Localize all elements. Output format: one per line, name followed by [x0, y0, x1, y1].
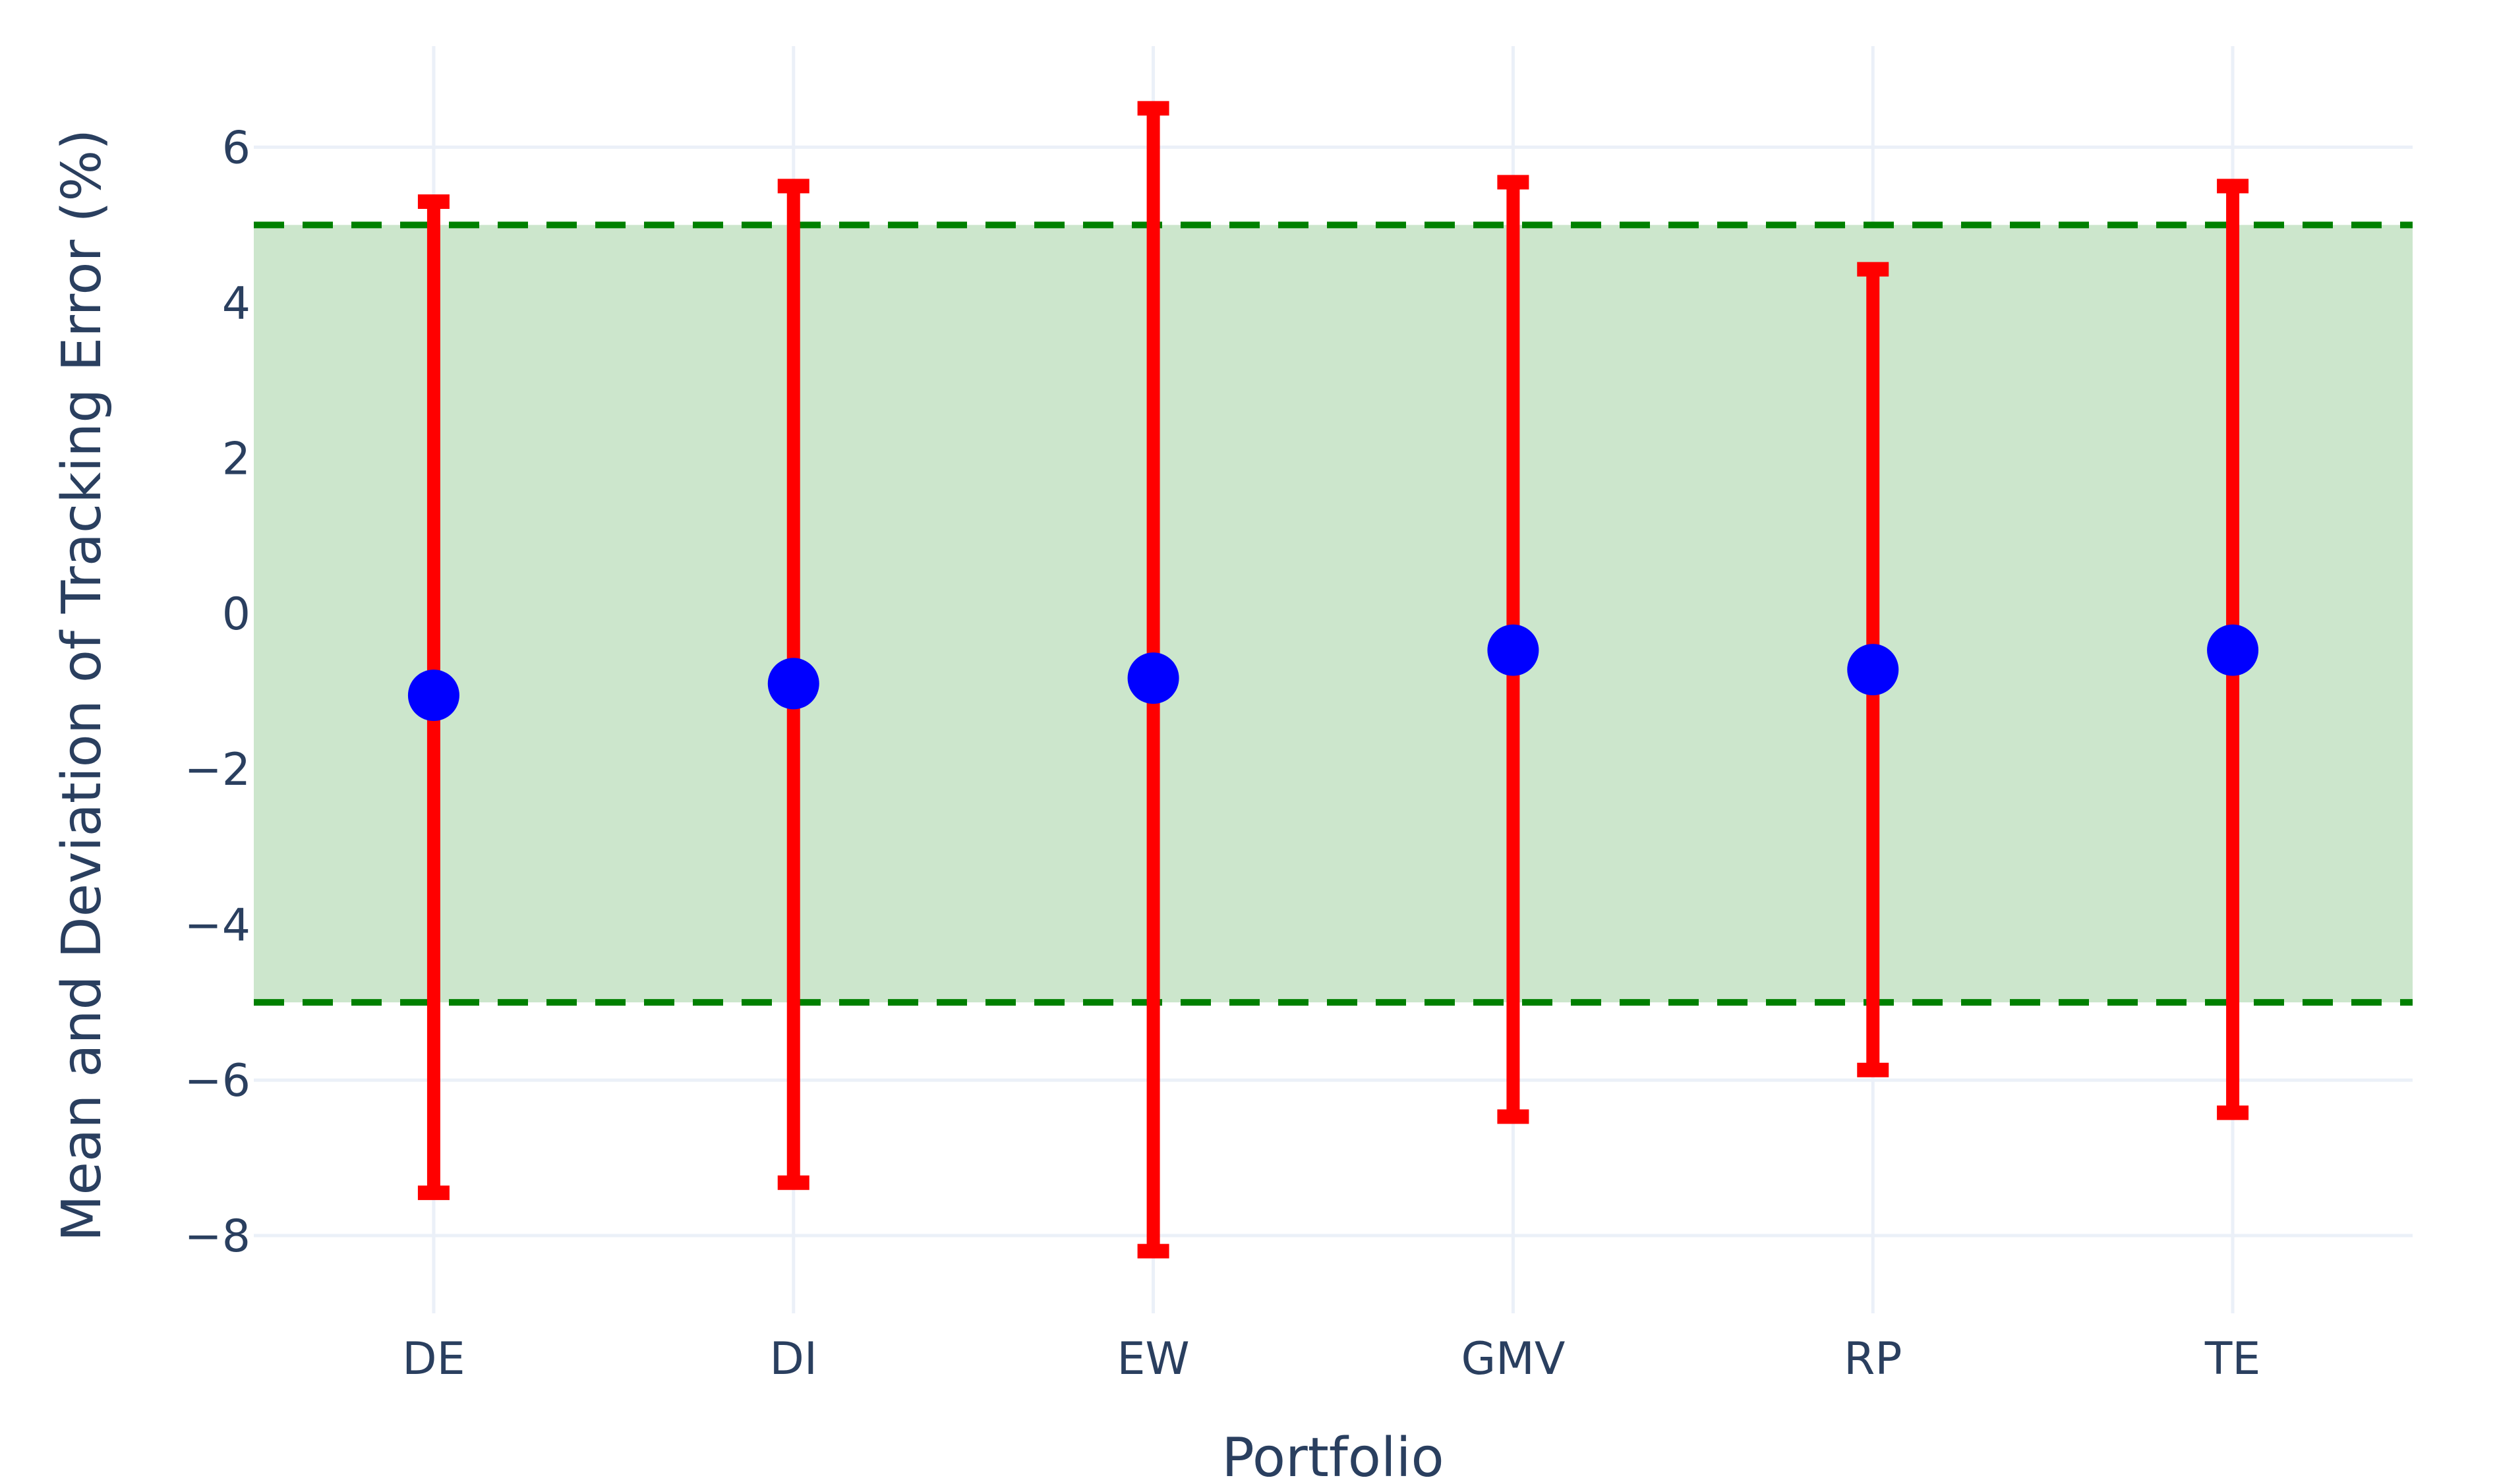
- x-tick-label-rp: RP: [1844, 1333, 1902, 1385]
- y-tick-label: −4: [185, 899, 250, 952]
- x-axis-title: Portfolio: [1221, 1427, 1444, 1484]
- x-tick-label-te: TE: [2204, 1333, 2261, 1385]
- mean-marker-te: [2207, 624, 2259, 676]
- mean-markers: [407, 624, 2259, 722]
- x-tick-label-de: DE: [402, 1333, 465, 1385]
- mean-marker-di: [767, 658, 819, 710]
- y-tick-label: 0: [222, 588, 250, 641]
- y-tick-label: 2: [222, 433, 250, 485]
- tolerance-band: [254, 221, 2413, 1006]
- x-tick-label-ew: EW: [1117, 1333, 1189, 1385]
- mean-marker-gmv: [1487, 624, 1539, 676]
- x-tick-label-di: DI: [770, 1333, 817, 1385]
- y-tick-label: −6: [185, 1055, 250, 1107]
- y-tick-label: 4: [222, 277, 250, 329]
- y-axis-title: Mean and Deviation of Tracking Error (%): [51, 129, 113, 1242]
- y-tick-label: −8: [185, 1211, 250, 1263]
- y-tick-label: −2: [185, 744, 250, 796]
- y-tick-label: 6: [222, 122, 250, 174]
- mean-marker-ew: [1127, 652, 1179, 704]
- tolerance-band-fill: [254, 225, 2413, 1003]
- x-tick-label-gmv: GMV: [1461, 1333, 1565, 1385]
- y-axis-ticks: 6 4 2 0 −2 −4 −6 −8: [185, 122, 250, 1263]
- x-axis-ticks: DE DI EW GMV RP TE: [402, 1333, 2260, 1385]
- mean-marker-rp: [1847, 644, 1899, 696]
- mean-marker-de: [407, 670, 459, 722]
